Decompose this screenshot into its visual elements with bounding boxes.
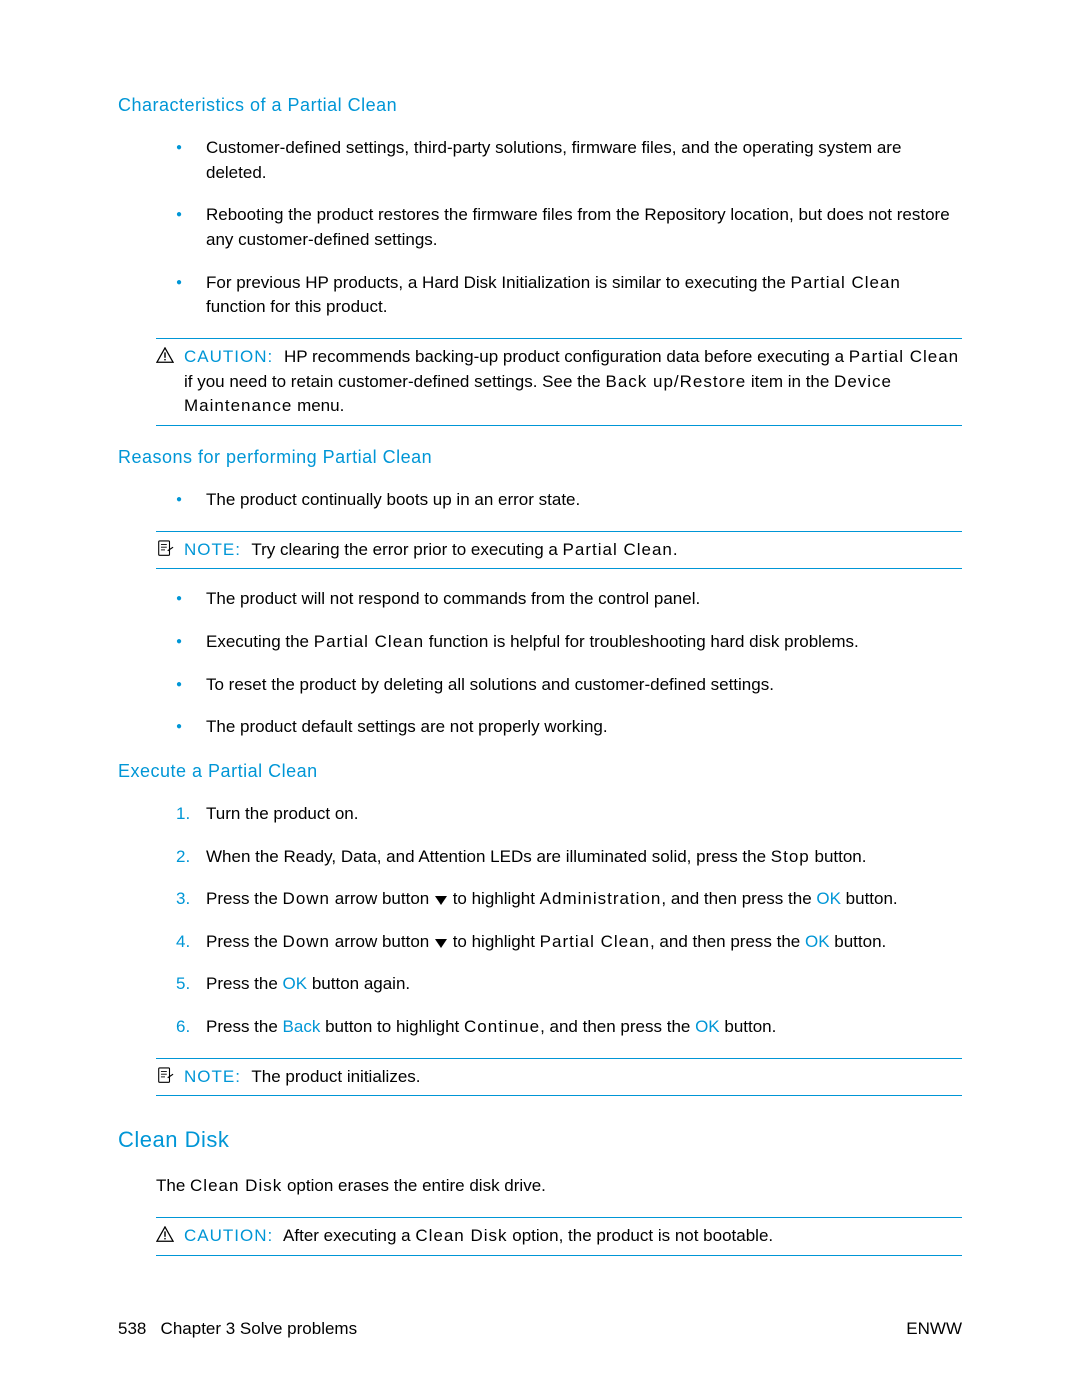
term: Stop: [771, 847, 810, 866]
step-item: Press the Down arrow button to highlight…: [176, 887, 962, 912]
caution-icon: [156, 1226, 174, 1242]
text: When the Ready, Data, and Attention LEDs…: [206, 847, 771, 866]
text: button.: [841, 889, 898, 908]
text: For previous HP products, a Hard Disk In…: [206, 273, 791, 292]
text: HP recommends backing-up product configu…: [284, 347, 849, 366]
caution-body: CAUTION: HP recommends backing-up produc…: [184, 345, 962, 419]
caution-callout: CAUTION: After executing a Clean Disk op…: [156, 1217, 962, 1256]
text: , and then press the: [661, 889, 816, 908]
note-body: NOTE: Try clearing the error prior to ex…: [184, 538, 962, 563]
heading-clean-disk: Clean Disk: [118, 1124, 962, 1156]
caution-label: CAUTION:: [184, 347, 273, 366]
text: , and then press the: [650, 932, 805, 951]
list-item: The product continually boots up in an e…: [176, 488, 962, 513]
term: Clean Disk: [190, 1176, 282, 1195]
term: Down: [283, 932, 330, 951]
term: Continue: [464, 1017, 540, 1036]
text: arrow button: [330, 932, 434, 951]
text: Executing the: [206, 632, 314, 651]
text: menu.: [292, 396, 344, 415]
text: , and then press the: [540, 1017, 695, 1036]
list-item: Executing the Partial Clean function is …: [176, 630, 962, 655]
term: Administration: [540, 889, 662, 908]
heading-characteristics: Characteristics of a Partial Clean: [118, 92, 962, 118]
text: function is helpful for troubleshooting …: [424, 632, 859, 651]
caution-icon: [156, 347, 174, 363]
text: button.: [830, 932, 887, 951]
text: option erases the entire disk drive.: [282, 1176, 546, 1195]
reasons-list: The product continually boots up in an e…: [176, 488, 962, 513]
back-label: Back: [283, 1017, 321, 1036]
caution-callout: CAUTION: HP recommends backing-up produc…: [156, 338, 962, 426]
note-callout: NOTE: The product initializes.: [156, 1058, 962, 1097]
page-content: Characteristics of a Partial Clean Custo…: [0, 0, 1080, 1256]
step-item: Press the Down arrow button to highlight…: [176, 930, 962, 955]
note-label: NOTE:: [184, 1067, 241, 1086]
ok-label: OK: [283, 974, 308, 993]
term: Partial Clean: [791, 273, 901, 292]
list-item: For previous HP products, a Hard Disk In…: [176, 271, 962, 320]
list-item: To reset the product by deleting all sol…: [176, 673, 962, 698]
text: button to highlight: [320, 1017, 464, 1036]
ok-label: OK: [695, 1017, 720, 1036]
execute-steps: Turn the product on. When the Ready, Dat…: [176, 802, 962, 1040]
term: Down: [283, 889, 330, 908]
text: Try clearing the error prior to executin…: [251, 540, 562, 559]
text: button again.: [307, 974, 410, 993]
caution-label: CAUTION:: [184, 1226, 273, 1245]
ok-label: OK: [816, 889, 841, 908]
down-arrow-icon: [434, 894, 448, 906]
text: option, the product is not bootable.: [508, 1226, 774, 1245]
text: .: [673, 540, 678, 559]
text: Press the: [206, 889, 283, 908]
heading-reasons: Reasons for performing Partial Clean: [118, 444, 962, 470]
text: arrow button: [330, 889, 434, 908]
note-icon: [156, 1067, 174, 1083]
text: Press the: [206, 974, 283, 993]
down-arrow-icon: [434, 937, 448, 949]
term: Clean Disk: [415, 1226, 507, 1245]
term: Partial Clean: [314, 632, 424, 651]
clean-disk-para: The Clean Disk option erases the entire …: [156, 1174, 962, 1199]
list-item: The product default settings are not pro…: [176, 715, 962, 740]
note-icon: [156, 540, 174, 556]
text: Press the: [206, 932, 283, 951]
caution-body: CAUTION: After executing a Clean Disk op…: [184, 1224, 962, 1249]
step-item: When the Ready, Data, and Attention LEDs…: [176, 845, 962, 870]
term: Partial Clean: [540, 932, 650, 951]
footer-left: 538 Chapter 3 Solve problems: [118, 1317, 357, 1342]
page-number: 538: [118, 1319, 146, 1338]
text: item in the: [746, 372, 834, 391]
step-item: Turn the product on.: [176, 802, 962, 827]
term: Partial Clean: [849, 347, 959, 366]
page-footer: 538 Chapter 3 Solve problems ENWW: [118, 1317, 962, 1342]
text: The product initializes.: [251, 1067, 420, 1086]
text: The: [156, 1176, 190, 1195]
chapter-label: Chapter 3 Solve problems: [161, 1319, 358, 1338]
text: if you need to retain customer-defined s…: [184, 372, 605, 391]
step-item: Press the OK button again.: [176, 972, 962, 997]
text: After executing a: [283, 1226, 415, 1245]
ok-label: OK: [805, 932, 830, 951]
list-item: Rebooting the product restores the firmw…: [176, 203, 962, 252]
note-body: NOTE: The product initializes.: [184, 1065, 962, 1090]
step-item: Press the Back button to highlight Conti…: [176, 1015, 962, 1040]
list-item: Customer-defined settings, third-party s…: [176, 136, 962, 185]
characteristics-list: Customer-defined settings, third-party s…: [176, 136, 962, 320]
footer-right: ENWW: [906, 1317, 962, 1342]
term: Partial Clean: [563, 540, 673, 559]
text: to highlight: [448, 889, 540, 908]
note-label: NOTE:: [184, 540, 241, 559]
text: to highlight: [448, 932, 540, 951]
heading-execute: Execute a Partial Clean: [118, 758, 962, 784]
text: function for this product.: [206, 297, 387, 316]
note-callout: NOTE: Try clearing the error prior to ex…: [156, 531, 962, 570]
text: button.: [810, 847, 867, 866]
text: Press the: [206, 1017, 283, 1036]
text: button.: [720, 1017, 777, 1036]
term: Back up/Restore: [605, 372, 746, 391]
reasons-list-2: The product will not respond to commands…: [176, 587, 962, 740]
list-item: The product will not respond to commands…: [176, 587, 962, 612]
